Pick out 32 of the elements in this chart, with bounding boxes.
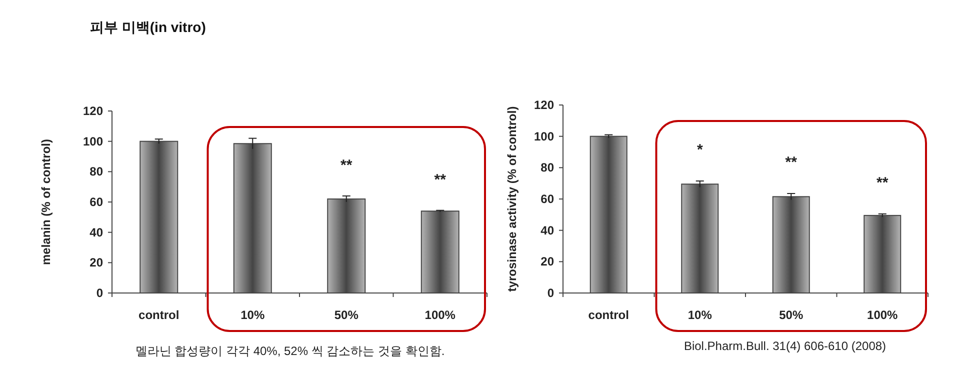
x-tick-label: 100% <box>867 308 898 322</box>
y-axis-title: melanin (% of control) <box>39 138 53 265</box>
y-tick-label: 60 <box>90 195 104 209</box>
x-tick-label: 10% <box>688 308 712 322</box>
x-tick-label: 100% <box>424 308 456 322</box>
y-tick-label: 120 <box>82 104 104 118</box>
annotation: ** <box>434 172 446 189</box>
annotation: ** <box>340 157 352 174</box>
y-tick-label: 0 <box>547 286 554 300</box>
y-tick-label: 40 <box>90 225 104 240</box>
y-tick-label: 60 <box>540 192 554 206</box>
y-tick-label: 80 <box>540 160 554 175</box>
text: Biol.Pharm.Bull. 31(4) 606-610 (2008) <box>684 339 886 353</box>
x-tick-label: 50% <box>334 308 359 322</box>
x-tick-label: 10% <box>240 308 265 322</box>
annotation: ** <box>876 174 888 192</box>
y-tick-label: 100 <box>82 134 104 148</box>
y-axis-title: tyrosinase activity (% of control) <box>505 106 519 292</box>
y-tick-label: 20 <box>540 254 554 269</box>
y-tick-label: 100 <box>534 129 554 144</box>
x-tick-label: control <box>138 308 180 322</box>
annotation: ** <box>785 154 798 171</box>
chart-title: 피부 미백(in vitro) <box>90 19 206 35</box>
x-tick-label: 50% <box>779 308 804 322</box>
x-tick-label: control <box>588 308 629 322</box>
y-tick-label: 120 <box>534 98 554 112</box>
y-tick-label: 80 <box>90 164 104 179</box>
y-tick-label: 40 <box>540 223 554 238</box>
y-tick-label: 20 <box>90 256 104 270</box>
y-tick-label: 0 <box>96 286 104 300</box>
text: 멜라닌 합성량이 각각 40%, 52% 씩 감소하는 것을 확인함. <box>135 344 445 358</box>
annotation: * <box>696 141 703 158</box>
